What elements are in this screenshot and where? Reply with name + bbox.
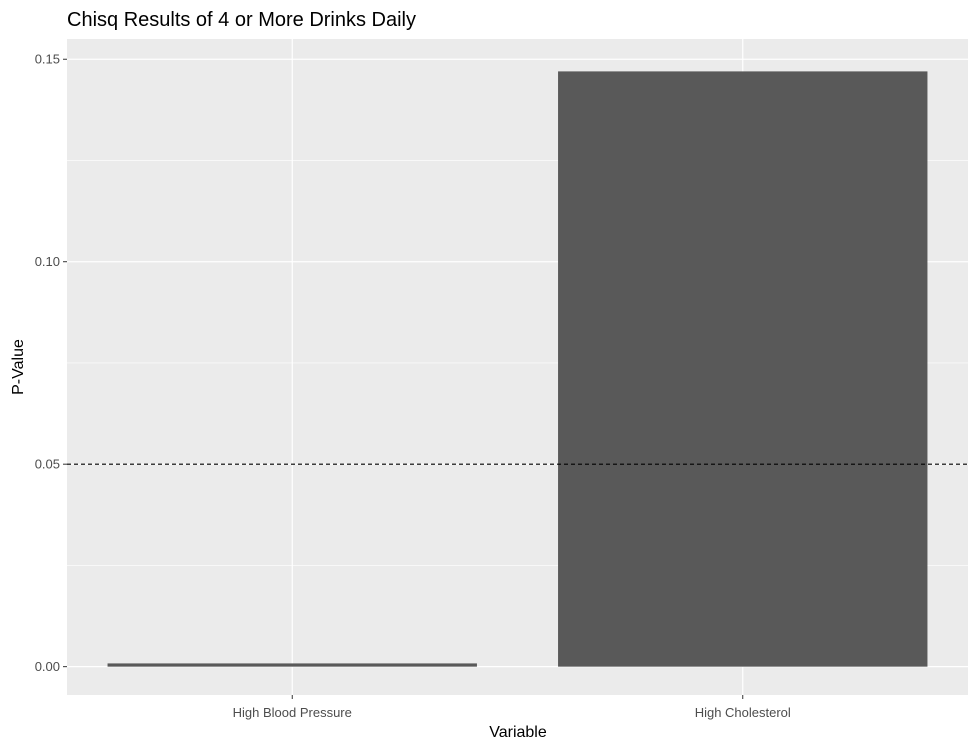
- y-tick-label: 0.10: [35, 254, 60, 269]
- x-axis-title: Variable: [489, 724, 547, 741]
- y-tick-label: 0.05: [35, 457, 60, 472]
- x-axis: High Blood Pressure High Cholesterol: [233, 695, 791, 720]
- bar: [558, 71, 928, 667]
- x-tick-label: High Cholesterol: [695, 705, 791, 720]
- bars: [107, 71, 928, 667]
- chart-title: Chisq Results of 4 or More Drinks Daily: [67, 9, 416, 31]
- y-axis: 0.00 0.05 0.10 0.15: [35, 52, 67, 674]
- x-tick-label: High Blood Pressure: [233, 705, 352, 720]
- bar: [107, 663, 477, 667]
- y-tick-label: 0.00: [35, 659, 60, 674]
- y-axis-title: P-Value: [10, 339, 27, 395]
- y-tick-label: 0.15: [35, 52, 60, 67]
